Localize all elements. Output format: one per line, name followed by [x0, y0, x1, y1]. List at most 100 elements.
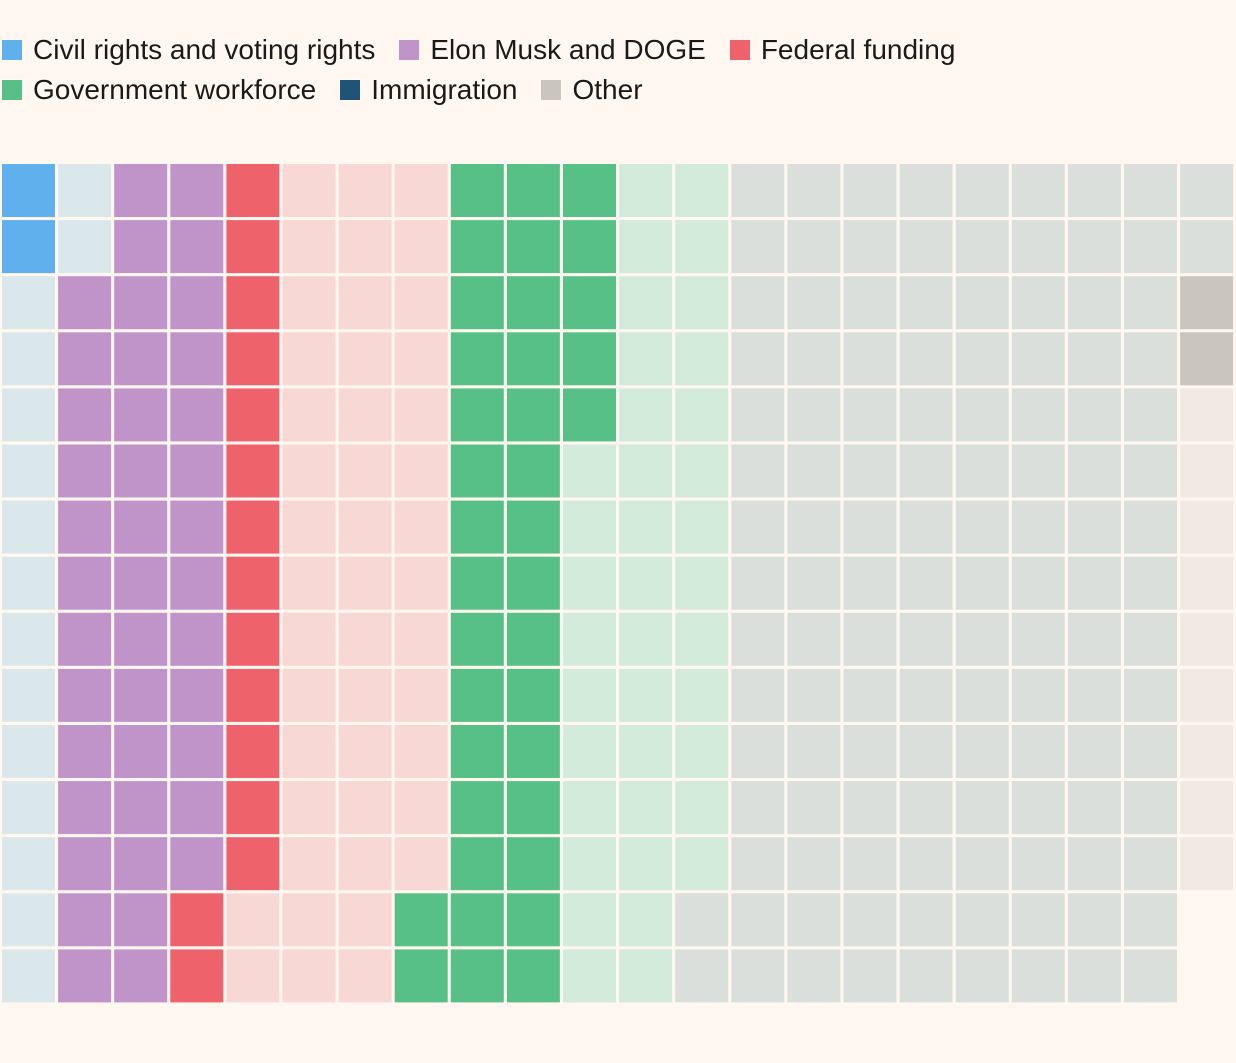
waffle-cell-musk-highlighted — [170, 220, 224, 274]
waffle-cell-workforce-faded — [563, 500, 616, 554]
waffle-cell-funding-highlighted — [226, 781, 280, 835]
waffle-cell-civil-faded — [2, 500, 55, 554]
waffle-cell-musk-highlighted — [114, 388, 168, 442]
waffle-cell-funding-faded — [338, 444, 392, 498]
waffle-cell-immigration-faded — [787, 949, 841, 1003]
waffle-cell-immigration-faded — [1011, 164, 1065, 217]
waffle-cell-immigration-faded — [787, 500, 841, 554]
waffle-cell-immigration-faded — [843, 220, 897, 274]
waffle-cell-funding-faded — [338, 500, 392, 554]
waffle-cell-workforce-highlighted — [506, 837, 560, 891]
waffle-cell-funding-faded — [338, 837, 392, 891]
waffle-cell-immigration-faded — [787, 164, 841, 217]
waffle-cell-musk-highlighted — [170, 332, 224, 386]
waffle-cell-civil-faded — [2, 388, 55, 442]
waffle-cell-immigration-faded — [1067, 612, 1121, 666]
waffle-cell-workforce-highlighted — [394, 893, 448, 947]
waffle-cell-musk-highlighted — [58, 837, 112, 891]
waffle-cell-immigration-faded — [843, 388, 897, 442]
legend-label-government-workforce: Government workforce — [33, 74, 317, 105]
waffle-cell-immigration-faded — [787, 893, 841, 947]
waffle-cell-civil-highlighted — [2, 220, 55, 274]
waffle-cell-workforce-highlighted — [506, 725, 560, 778]
waffle-cell-other-faded — [1180, 388, 1234, 442]
legend-swatch-government-workforce — [2, 80, 22, 100]
waffle-cell-immigration-faded — [955, 444, 1009, 498]
legend-swatch-immigration — [340, 80, 361, 100]
waffle-cell-other-highlighted — [1180, 332, 1234, 386]
waffle-cell-funding-faded — [338, 332, 392, 386]
waffle-cell-immigration-faded — [731, 276, 785, 330]
waffle-cell-workforce-faded — [619, 612, 673, 666]
waffle-cell-immigration-faded — [899, 837, 953, 891]
waffle-cell-workforce-faded — [619, 220, 673, 274]
legend-label-elon-musk-doge: Elon Musk and DOGE — [430, 34, 706, 65]
legend-item-federal-funding: Federal funding — [729, 36, 955, 64]
waffle-cell-musk-highlighted — [170, 444, 224, 498]
waffle-cell-immigration-faded — [1011, 332, 1065, 386]
waffle-cell-musk-highlighted — [58, 668, 112, 722]
waffle-cell-funding-highlighted — [226, 444, 280, 498]
waffle-cell-workforce-highlighted — [450, 612, 504, 666]
waffle-cell-funding-faded — [226, 893, 280, 947]
waffle-cell-immigration-faded — [899, 725, 953, 778]
waffle-cell-immigration-faded — [955, 556, 1009, 610]
waffle-cell-funding-faded — [338, 220, 392, 274]
waffle-cell-immigration-faded — [1124, 781, 1177, 835]
waffle-cell-immigration-faded — [1124, 500, 1177, 554]
waffle-cell-funding-faded — [338, 164, 392, 217]
waffle-cell-immigration-faded — [843, 444, 897, 498]
waffle-cell-immigration-faded — [731, 949, 785, 1003]
waffle-cell-other-faded — [1180, 781, 1234, 835]
waffle-cell-immigration-faded — [899, 781, 953, 835]
waffle-cell-funding-faded — [338, 388, 392, 442]
waffle-cell-musk-highlighted — [114, 668, 168, 722]
legend-label-other: Other — [572, 74, 643, 105]
legend-item-immigration: Immigration — [340, 76, 517, 104]
waffle-cell-workforce-highlighted — [450, 164, 504, 217]
waffle-cell-funding-faded — [394, 388, 448, 442]
waffle-cell-musk-highlighted — [58, 444, 112, 498]
waffle-cell-workforce-faded — [619, 837, 673, 891]
chart-legend: Civil rights and voting rights Elon Musk… — [2, 30, 1232, 110]
waffle-cell-immigration-faded — [1124, 388, 1177, 442]
waffle-cell-musk-highlighted — [114, 556, 168, 610]
waffle-cell-workforce-faded — [675, 388, 729, 442]
waffle-cell-musk-highlighted — [58, 949, 112, 1003]
waffle-cell-immigration-faded — [1067, 556, 1121, 610]
waffle-cell-immigration-faded — [899, 388, 953, 442]
waffle-cell-civil-faded — [2, 556, 55, 610]
waffle-cell-funding-faded — [282, 781, 336, 835]
waffle-cell-workforce-highlighted — [450, 220, 504, 274]
waffle-cell-workforce-faded — [619, 556, 673, 610]
legend-swatch-civil-rights — [2, 40, 22, 60]
waffle-cell-immigration-faded — [731, 725, 785, 778]
waffle-cell-immigration-faded — [955, 949, 1009, 1003]
waffle-cell-funding-faded — [282, 725, 336, 778]
waffle-cell-immigration-faded — [1124, 837, 1177, 891]
waffle-cell-musk-highlighted — [170, 388, 224, 442]
waffle-cell-workforce-faded — [619, 500, 673, 554]
waffle-cell-workforce-highlighted — [450, 837, 504, 891]
waffle-cell-immigration-faded — [899, 500, 953, 554]
waffle-cell-immigration-faded — [1124, 164, 1177, 217]
waffle-cell-musk-highlighted — [114, 444, 168, 498]
waffle-cell-workforce-faded — [619, 276, 673, 330]
waffle-cell-immigration-faded — [675, 949, 729, 1003]
waffle-cell-workforce-faded — [619, 781, 673, 835]
waffle-cell-funding-faded — [394, 220, 448, 274]
waffle-cell-musk-highlighted — [114, 725, 168, 778]
waffle-cell-immigration-faded — [1067, 837, 1121, 891]
waffle-cell-immigration-faded — [787, 276, 841, 330]
waffle-cell-funding-faded — [282, 500, 336, 554]
waffle-cell-musk-highlighted — [170, 781, 224, 835]
waffle-cell-immigration-faded — [899, 444, 953, 498]
waffle-cell-other-faded — [1180, 612, 1234, 666]
waffle-cell-workforce-faded — [563, 949, 616, 1003]
waffle-cell-musk-highlighted — [114, 612, 168, 666]
waffle-cell-immigration-faded — [899, 893, 953, 947]
waffle-cell-musk-highlighted — [170, 556, 224, 610]
waffle-cell-immigration-faded — [955, 332, 1009, 386]
waffle-cell-immigration-faded — [1067, 276, 1121, 330]
